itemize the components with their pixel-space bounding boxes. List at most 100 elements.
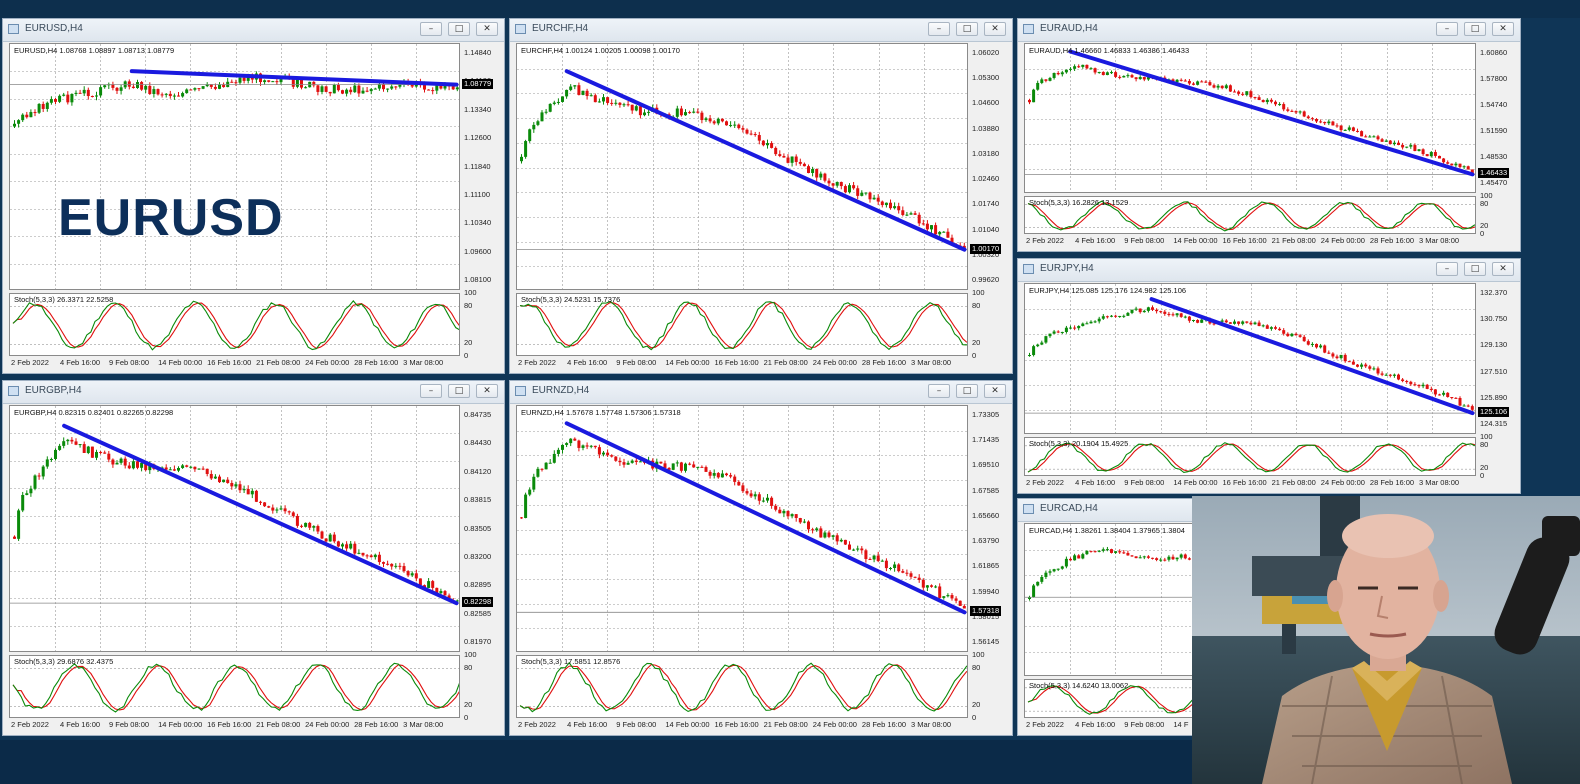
candle-body xyxy=(1286,109,1290,111)
candle-body xyxy=(1319,121,1323,123)
minimize-button[interactable]: – xyxy=(1436,262,1458,276)
close-button[interactable]: ✕ xyxy=(476,384,498,398)
stochastic-indicator-area[interactable]: Stoch(5,3,3) 29.6876 32.4375 xyxy=(9,655,460,718)
candle-body xyxy=(1101,71,1105,76)
candle-body xyxy=(1036,581,1040,586)
maximize-button[interactable]: □ xyxy=(1464,262,1486,276)
candle-body xyxy=(250,490,254,495)
candle-body xyxy=(905,572,909,574)
close-button[interactable]: ✕ xyxy=(476,22,498,36)
window-titlebar[interactable]: EURCHF,H4 – □ ✕ xyxy=(510,19,1012,42)
candle-body xyxy=(144,462,148,471)
candle-body xyxy=(29,112,33,118)
candle-body xyxy=(423,85,426,90)
candle-body xyxy=(1052,569,1056,572)
candle-body xyxy=(54,99,57,102)
maximize-button[interactable]: □ xyxy=(956,22,978,36)
window-titlebar[interactable]: EURNZD,H4 – □ ✕ xyxy=(510,381,1012,404)
candle-body xyxy=(1315,118,1318,122)
stoch-axis-label: 100 xyxy=(1480,432,1493,441)
minimize-button[interactable]: – xyxy=(928,384,950,398)
candle-body xyxy=(790,156,794,163)
candle-body xyxy=(324,86,328,92)
price-chart-area[interactable]: EURAUD,H4 1.46660 1.46833 1.46386 1.4643… xyxy=(1024,43,1476,193)
minimize-button[interactable]: – xyxy=(928,22,950,36)
close-button[interactable]: ✕ xyxy=(984,384,1006,398)
candle-body xyxy=(520,156,523,162)
price-chart-area[interactable]: EURCHF,H4 1.00124 1.00205 1.00098 1.0017… xyxy=(516,43,968,290)
stochastic-indicator-area[interactable]: Stoch(5,3,3) 26.3371 22.5258 xyxy=(9,293,460,356)
candle-body xyxy=(1269,327,1273,329)
window-title: EURCHF,H4 xyxy=(532,23,589,34)
price-chart-area[interactable]: EURUSD,H4 1.08768 1.08897 1.08713 1.0877… xyxy=(9,43,460,290)
minimize-button[interactable]: – xyxy=(420,22,442,36)
chart-window-eurchf[interactable]: EURCHF,H4 – □ ✕ EURCHF,H4 1.00124 1.00205 1.… xyxy=(509,18,1013,374)
candle-body xyxy=(49,458,53,460)
chart-window-eurusd[interactable]: EURUSD,H4 – □ ✕ EURUSD,H4 1.08768 1.08897 1.… xyxy=(2,18,505,374)
candle-body xyxy=(1146,77,1150,80)
stochastic-indicator-area[interactable]: Stoch(5,3,3) 20.1904 15.4925 xyxy=(1024,437,1476,476)
candle-body xyxy=(1245,321,1249,323)
date-axis-label: 4 Feb 16:00 xyxy=(567,720,608,729)
close-button[interactable]: ✕ xyxy=(1492,262,1514,276)
candle-body xyxy=(942,231,946,233)
candle-body xyxy=(119,458,123,463)
stochastic-indicator-area[interactable]: Stoch(5,3,3) 24.5231 15.7376 xyxy=(516,293,968,356)
candle-body xyxy=(1364,364,1368,367)
stochastic-indicator-area[interactable]: Stoch(5,3,3) 16.2826 13.1529 xyxy=(1024,196,1476,234)
candle-body xyxy=(679,462,683,471)
maximize-button[interactable]: □ xyxy=(956,384,978,398)
candle-body xyxy=(1327,121,1331,124)
candle-body xyxy=(1044,79,1048,81)
candle-body xyxy=(1138,308,1142,313)
stochastic-chart xyxy=(10,662,459,713)
price-axis-label: 127.510 xyxy=(1480,366,1508,376)
chart-window-eurjpy[interactable]: EURJPY,H4 – □ ✕ EURJPY,H4 125.085 125.176 12… xyxy=(1017,258,1521,494)
price-chart-area[interactable]: EURNZD,H4 1.57678 1.57748 1.57306 1.5731… xyxy=(516,405,968,652)
price-chart-area[interactable]: EURJPY,H4 125.085 125.176 124.982 125.10… xyxy=(1024,283,1476,434)
candle-body xyxy=(189,466,193,468)
date-axis-label: 21 Feb 08:00 xyxy=(1271,236,1316,245)
candle-body xyxy=(1118,76,1122,78)
candle-body xyxy=(111,84,115,88)
candle-body xyxy=(712,473,716,476)
window-title: EURAUD,H4 xyxy=(1040,23,1098,34)
candle-body xyxy=(1364,136,1368,138)
maximize-button[interactable]: □ xyxy=(448,22,470,36)
window-titlebar[interactable]: EURUSD,H4 – □ ✕ xyxy=(3,19,504,42)
candle-body xyxy=(218,476,221,483)
candle-body xyxy=(1069,558,1072,561)
candle-body xyxy=(1036,344,1040,347)
candle-body xyxy=(925,585,929,588)
window-titlebar[interactable]: EURGBP,H4 – □ ✕ xyxy=(3,381,504,404)
candle-body xyxy=(373,554,377,558)
chart-window-eurnzd[interactable]: EURNZD,H4 – □ ✕ EURNZD,H4 1.57678 1.57748 1.… xyxy=(509,380,1013,736)
symbol-info-label: EURCAD,H4 1.38261 1.38404 1.37965 1.3804 xyxy=(1029,526,1185,535)
maximize-button[interactable]: □ xyxy=(448,384,470,398)
candle-body xyxy=(815,528,819,531)
chart-window-euraud[interactable]: EURAUD,H4 – □ ✕ EURAUD,H4 1.46660 1.46833 1.… xyxy=(1017,18,1521,252)
close-button[interactable]: ✕ xyxy=(984,22,1006,36)
candle-body xyxy=(1093,68,1097,73)
candle-body xyxy=(1249,322,1253,325)
candle-body xyxy=(860,548,864,551)
minimize-button[interactable]: – xyxy=(420,384,442,398)
price-chart-area[interactable]: EURGBP,H4 0.82315 0.82401 0.82265 0.8229… xyxy=(9,405,460,652)
window-titlebar[interactable]: EURAUD,H4 – □ ✕ xyxy=(1018,19,1520,42)
candle-body xyxy=(86,446,90,453)
price-axis-label: 1.00320 xyxy=(972,249,1000,259)
candle-body xyxy=(827,180,831,184)
maximize-button[interactable]: □ xyxy=(1464,22,1486,36)
candle-body xyxy=(242,489,246,491)
candle-body xyxy=(123,458,127,466)
candle-body xyxy=(577,85,581,95)
chart-window-eurgbp[interactable]: EURGBP,H4 – □ ✕ EURGBP,H4 0.82315 0.82401 0.… xyxy=(2,380,505,736)
close-button[interactable]: ✕ xyxy=(1492,22,1514,36)
candle-body xyxy=(528,489,532,495)
stochastic-indicator-area[interactable]: Stoch(5,3,3) 17.5851 12.8576 xyxy=(516,655,968,718)
trendline xyxy=(1068,49,1475,177)
candle-body xyxy=(589,95,593,97)
candle-body xyxy=(1237,321,1241,324)
window-titlebar[interactable]: EURJPY,H4 – □ ✕ xyxy=(1018,259,1520,282)
minimize-button[interactable]: – xyxy=(1436,22,1458,36)
